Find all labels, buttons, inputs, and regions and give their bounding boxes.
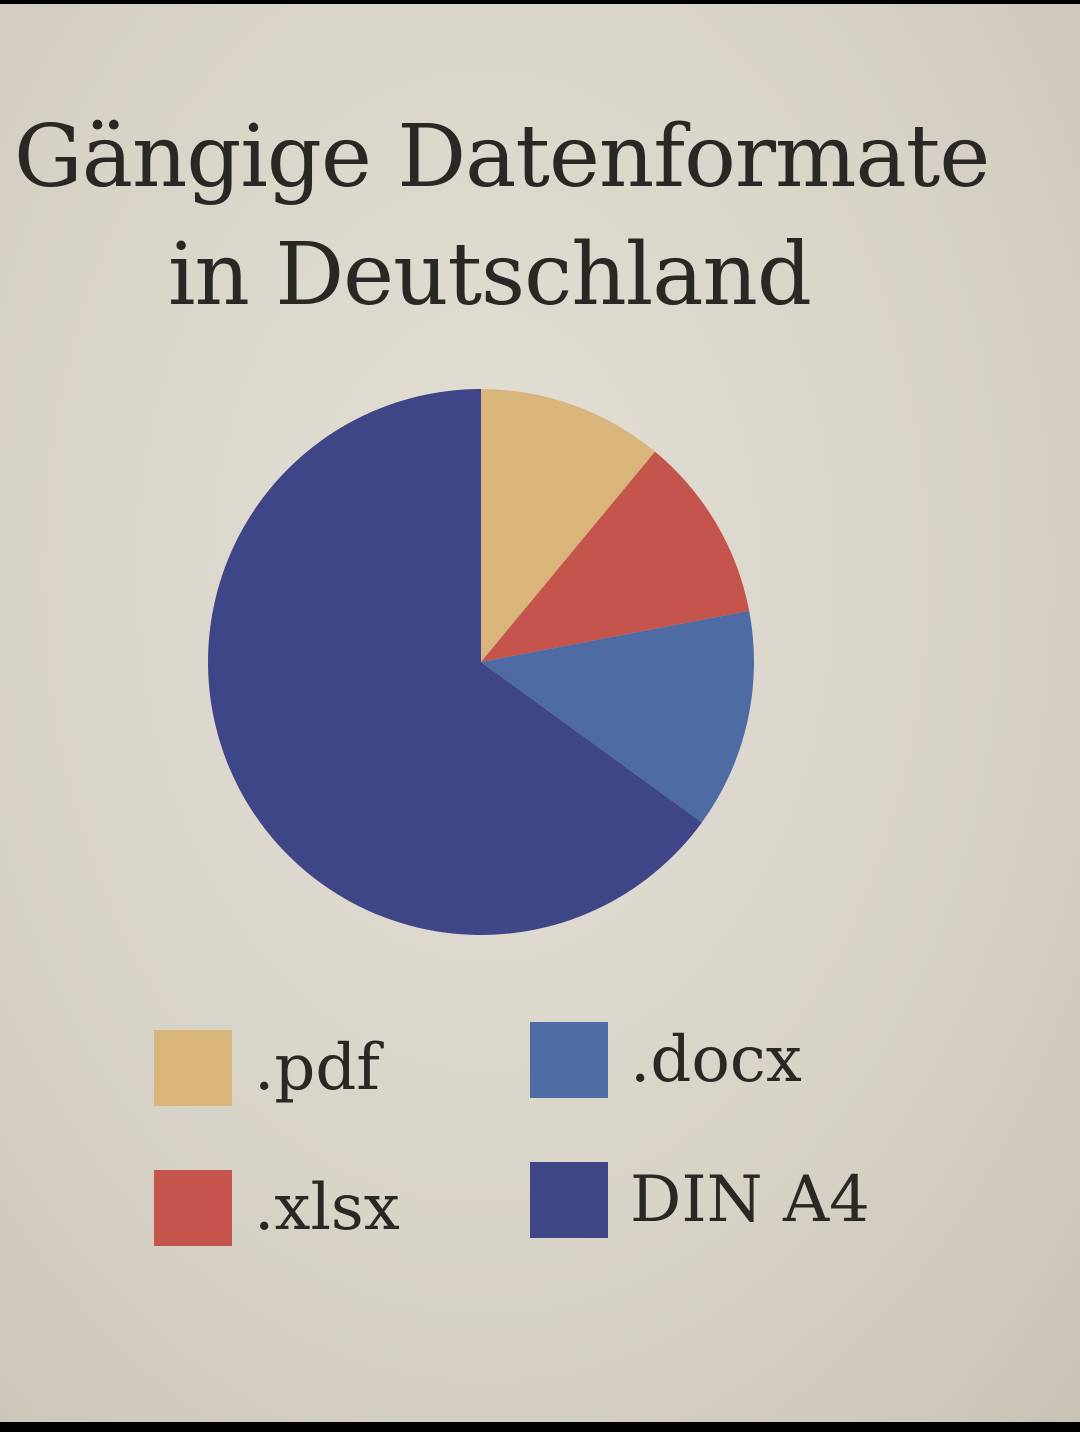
legend-label-docx: .docx xyxy=(630,1023,802,1097)
legend-swatch-pdf xyxy=(154,1030,232,1106)
legend-item-xlsx: .xlsx xyxy=(154,1170,400,1246)
legend-label-xlsx: .xlsx xyxy=(254,1171,400,1245)
pie-slice-xlsx xyxy=(481,451,750,662)
legend-swatch-xlsx xyxy=(154,1170,232,1246)
pie-slice-din-a4 xyxy=(207,389,702,935)
chart-title-line-2: in Deutschland xyxy=(168,225,812,325)
legend-item-docx: .docx xyxy=(530,1022,802,1098)
pie-chart xyxy=(207,389,754,935)
chart-title-line-1: Gängige Datenformate xyxy=(14,107,990,207)
legend-item-pdf: .pdf xyxy=(154,1030,380,1106)
legend-swatch-din-a4 xyxy=(530,1162,608,1238)
pie-slice-docx xyxy=(481,610,754,823)
legend-item-din-a4: DIN A4 xyxy=(530,1162,870,1238)
legend-label-pdf: .pdf xyxy=(254,1031,380,1105)
legend-swatch-docx xyxy=(530,1022,608,1098)
legend-label-din-a4: DIN A4 xyxy=(630,1163,870,1237)
newspaper-page: Gängige Datenformate in Deutschland .pdf… xyxy=(0,4,1080,1422)
pie-slice-pdf xyxy=(481,389,656,662)
pie-slices xyxy=(207,389,754,935)
